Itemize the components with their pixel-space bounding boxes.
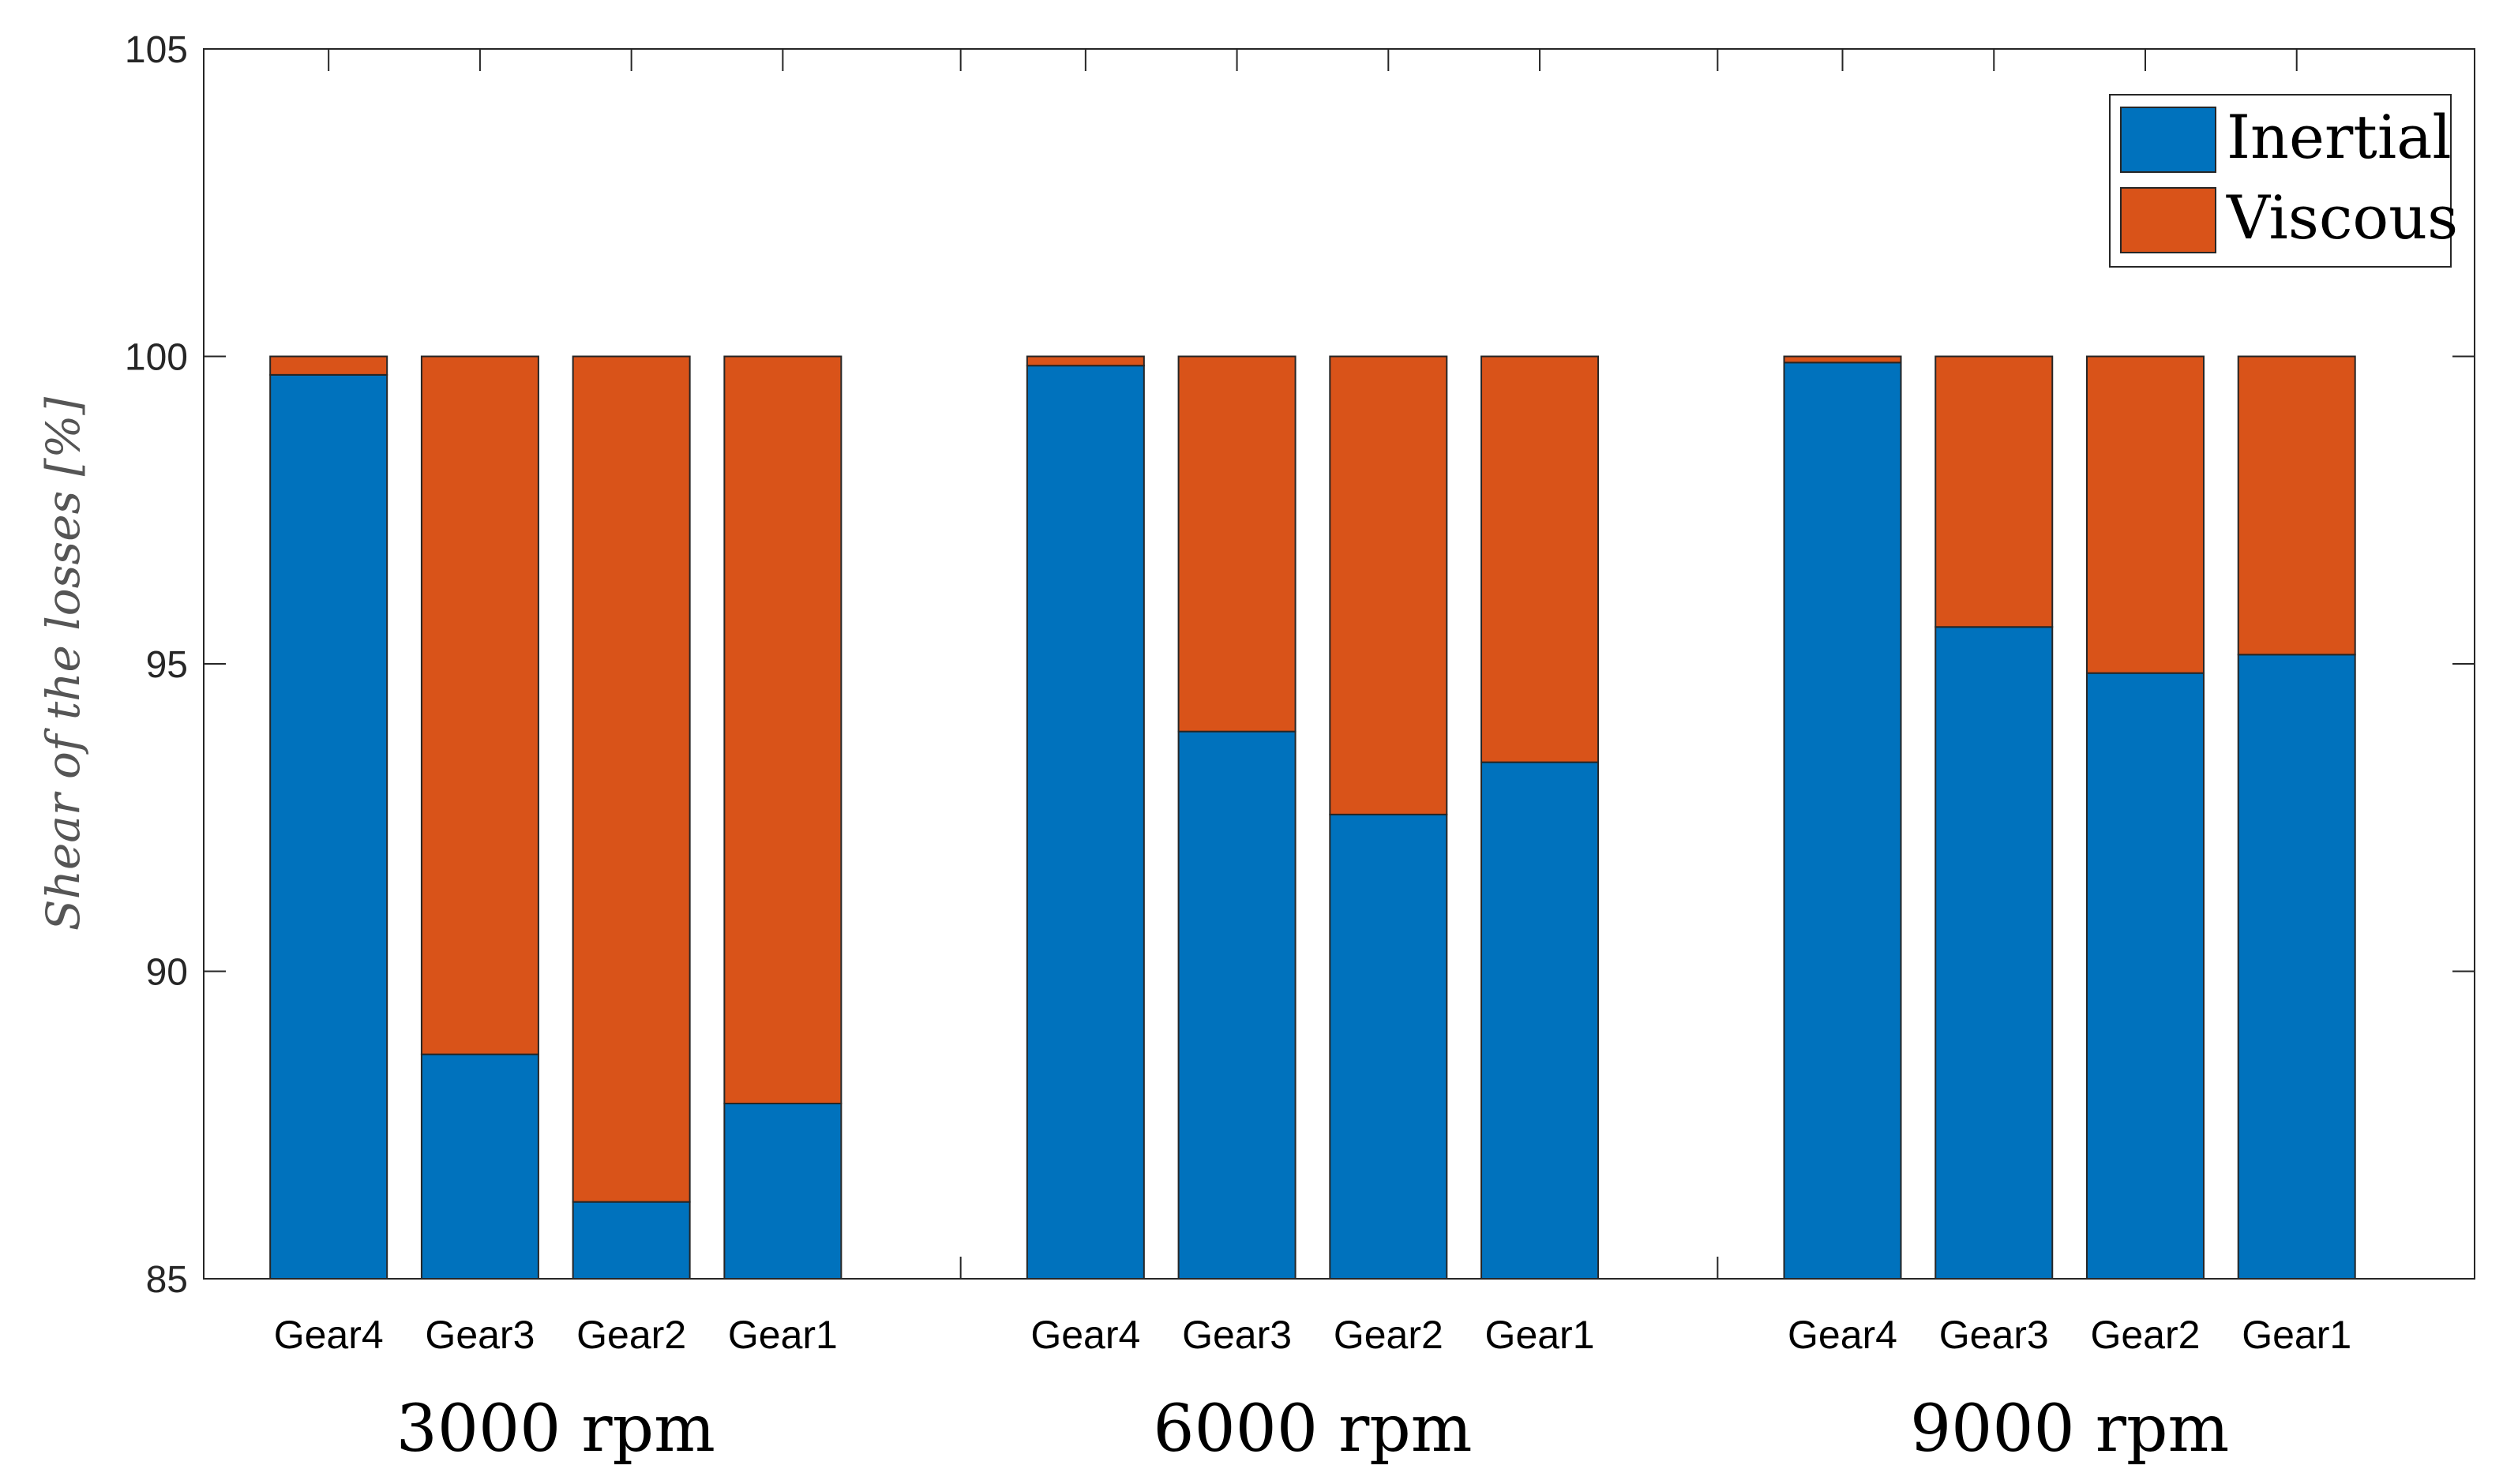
group-label: 3000 rpm <box>396 1392 715 1467</box>
group-label: 9000 rpm <box>1910 1392 2229 1467</box>
bar-viscous <box>1177 355 1297 733</box>
y-tick-label: 85 <box>146 1259 188 1301</box>
bar-viscous <box>1934 355 2054 628</box>
x-tick-label: Gear3 <box>425 1313 535 1357</box>
bar-inertial <box>1026 365 1145 1280</box>
x-tick-label: Gear1 <box>1485 1313 1595 1357</box>
x-tick-label: Gear3 <box>1182 1313 1292 1357</box>
bar-viscous <box>1329 355 1448 815</box>
bar-viscous <box>2085 355 2205 674</box>
x-tick-labels: Gear4 Gear3 Gear2 Gear1 3000 rpm Gear4 Gear3 Ge… <box>274 1313 2352 1467</box>
legend: Inertial Viscous <box>2109 94 2458 268</box>
bar-inertial <box>1329 813 1448 1280</box>
bar-viscous <box>1480 355 1600 763</box>
bar-viscous <box>1783 355 1902 364</box>
legend-label: Viscous <box>2226 182 2458 253</box>
x-tick-label: Gear2 <box>1334 1313 1443 1357</box>
x-tick-label: Gear3 <box>1939 1313 2049 1357</box>
bar-inertial <box>1480 761 1600 1280</box>
bar-inertial <box>2237 654 2356 1280</box>
y-tick-labels: 85 90 95 100 105 <box>125 29 188 1301</box>
bar-inertial <box>572 1201 691 1280</box>
x-tick-label: Gear4 <box>1030 1313 1140 1357</box>
bar-viscous <box>2237 355 2356 656</box>
bar-inertial <box>1177 730 1297 1280</box>
y-tick-label: 90 <box>146 952 188 994</box>
bar-viscous <box>572 355 691 1203</box>
x-tick-label: Gear2 <box>2090 1313 2200 1357</box>
x-tick-label: Gear2 <box>576 1313 686 1357</box>
bar-inertial <box>2085 672 2205 1280</box>
x-tick-label: Gear4 <box>1788 1313 1897 1357</box>
bars <box>269 355 2356 1280</box>
legend-swatch <box>2120 107 2216 173</box>
legend-swatch <box>2120 187 2216 253</box>
x-tick-label: Gear4 <box>274 1313 384 1357</box>
bar-inertial <box>723 1102 842 1280</box>
y-axis-label: Shear of the losses [%] <box>36 396 90 931</box>
bar-viscous <box>420 355 539 1055</box>
group-label: 6000 rpm <box>1153 1392 1472 1467</box>
bar-viscous <box>723 355 842 1104</box>
bar-viscous <box>269 355 388 376</box>
y-tick-label: 95 <box>146 644 188 686</box>
bar-viscous <box>1026 355 1145 367</box>
bar-inertial <box>1783 362 1902 1280</box>
bar-inertial <box>1934 626 2054 1280</box>
x-tick-label: Gear1 <box>2242 1313 2351 1357</box>
y-tick-label: 100 <box>125 337 188 379</box>
bar-inertial <box>269 373 388 1280</box>
x-tick-label: Gear1 <box>728 1313 838 1357</box>
y-tick-label: 105 <box>125 29 188 71</box>
bar-inertial <box>420 1053 539 1280</box>
legend-label: Inertial <box>2227 102 2452 172</box>
